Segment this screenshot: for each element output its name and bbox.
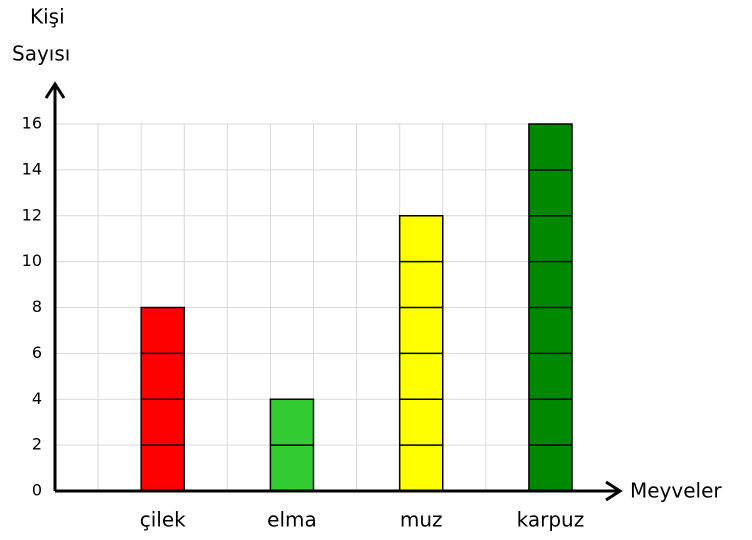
plot: 0 2 4 6 8 10 12 14 16 çilek elma muz karpuz (22, 114, 585, 532)
x-tick-label: karpuz (517, 508, 585, 532)
y-tick-label: 14 (22, 159, 42, 178)
y-tick-label: 16 (22, 114, 42, 133)
y-tick-label: 8 (32, 297, 42, 316)
x-axis-arrow (605, 480, 623, 502)
x-tick-label: muz (400, 508, 443, 532)
y-tick-label: 12 (22, 205, 42, 224)
y-axis-arrow (44, 81, 66, 99)
y-tick-label: 2 (32, 435, 42, 454)
x-axis-label: Meyveler (630, 479, 722, 503)
y-tick-label: 10 (22, 251, 42, 270)
y-tick-label: 0 (32, 481, 42, 500)
x-tick-label: çilek (140, 508, 186, 532)
y-tick-label: 6 (32, 343, 42, 362)
x-tick-label: elma (267, 508, 317, 532)
y-axis-label: Kişi (30, 5, 65, 29)
y-axis-label: Sayısı (12, 42, 70, 66)
y-tick-label: 4 (32, 389, 42, 408)
